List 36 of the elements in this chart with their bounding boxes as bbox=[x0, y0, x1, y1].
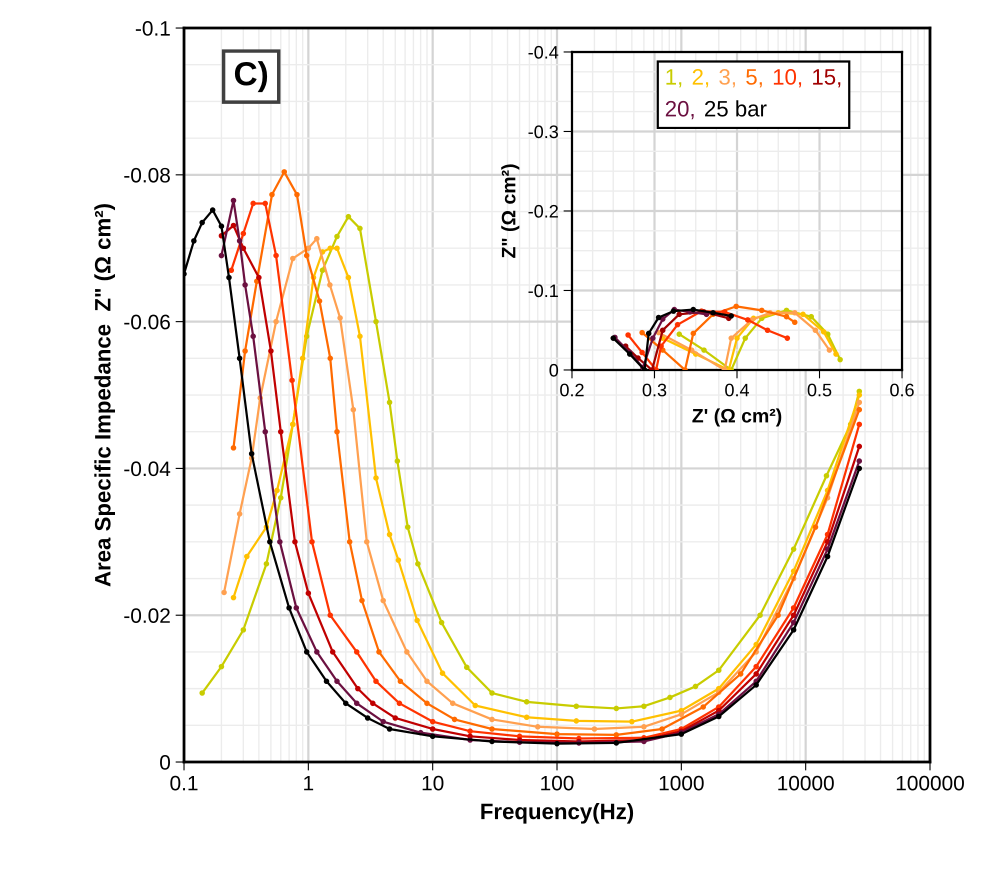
y-tick-label: -0.06 bbox=[124, 314, 170, 330]
x-tick-label: 1000 bbox=[660, 776, 704, 791]
text: 2, bbox=[692, 69, 708, 88]
x-tick-label: 100000 bbox=[896, 776, 964, 791]
y-tick-label: -0.2 bbox=[528, 204, 558, 218]
y-axis-title: Z" (Ω cm²) bbox=[501, 164, 520, 258]
y-tick-label: 0 bbox=[549, 364, 558, 377]
text: 20, bbox=[666, 100, 694, 120]
x-axis-title: Z' (Ω cm²) bbox=[692, 408, 782, 426]
x-tick-label: 0.6 bbox=[890, 384, 914, 396]
x-tick-label: 100 bbox=[541, 776, 574, 791]
text: 1, bbox=[666, 69, 682, 88]
x-tick-label: 0.4 bbox=[725, 384, 750, 396]
text: 25 bar bbox=[705, 100, 767, 117]
text: 10, bbox=[774, 69, 802, 88]
y-tick-label: -0.08 bbox=[124, 168, 170, 183]
x-tick-label: 0.3 bbox=[642, 384, 666, 396]
text: 5, bbox=[746, 69, 762, 88]
y-tick-label: -0.02 bbox=[124, 608, 170, 623]
x-tick-label: 0.2 bbox=[560, 384, 584, 396]
y-tick-label: -0.3 bbox=[528, 125, 558, 138]
y-tick-label: 0 bbox=[160, 755, 170, 770]
x-tick-label: 0.5 bbox=[808, 384, 832, 396]
y-tick-label: -0.4 bbox=[528, 46, 558, 59]
x-tick-label: 0.1 bbox=[170, 776, 198, 791]
x-tick-label: 10 bbox=[422, 776, 444, 791]
y-axis-title: Area Specific Impedance Z" (Ω cm²) bbox=[94, 204, 116, 586]
text: 3, bbox=[719, 69, 735, 88]
y-tick-label: -0.1 bbox=[136, 21, 170, 36]
x-tick-label: 1 bbox=[304, 776, 314, 790]
y-tick-label: -0.04 bbox=[124, 461, 170, 476]
text: C) bbox=[234, 61, 268, 92]
x-tick-label: 10000 bbox=[778, 776, 834, 791]
x-axis-title: Frequency(Hz) bbox=[481, 802, 634, 824]
y-tick-label: -0.1 bbox=[528, 284, 558, 298]
text: 15, bbox=[813, 69, 840, 88]
